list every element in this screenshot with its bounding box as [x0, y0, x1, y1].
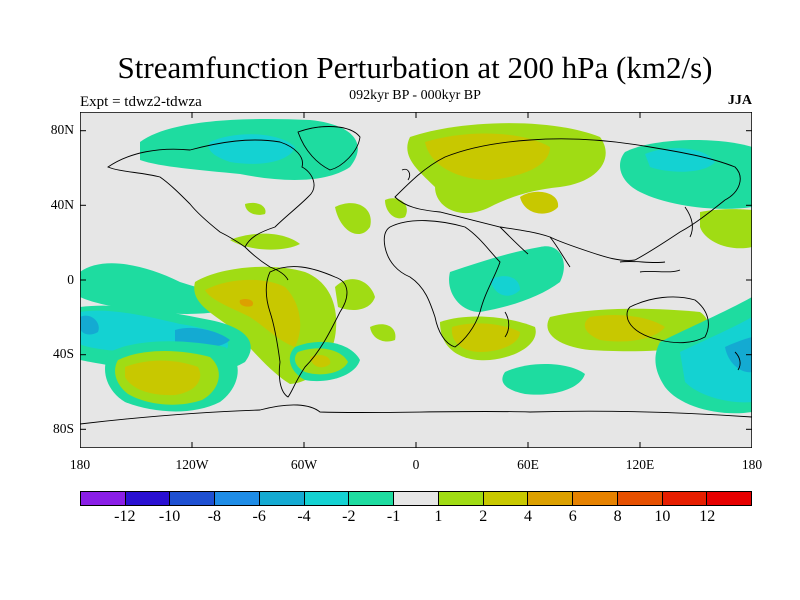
contour-region [310, 354, 331, 368]
colorbar-swatch [304, 492, 350, 505]
experiment-label: Expt = tdwz2-tdwza [80, 94, 202, 110]
contour-region [451, 323, 520, 352]
colorbar-label: -2 [342, 508, 356, 525]
axis-ticks [80, 112, 752, 448]
contour-region [645, 148, 715, 172]
lon-tick-label: 180 [741, 457, 763, 472]
contour-region [490, 276, 520, 296]
lon-tick-label: 120W [175, 457, 209, 472]
contour-region [230, 233, 300, 250]
colorbar-swatch [707, 492, 752, 505]
lat-tick-label: 80N [50, 122, 74, 137]
contour-region [245, 202, 266, 215]
contour-region [680, 317, 752, 403]
colorbar-swatch [215, 492, 260, 505]
lat-tick-label: 40S [52, 346, 74, 361]
colorbar-swatch [349, 492, 395, 505]
contour-region [205, 279, 301, 347]
colorbar-label: 1 [434, 508, 443, 525]
lat-tick-label: 40N [50, 197, 74, 212]
map-canvas [80, 112, 752, 448]
time-range-subtitle: 092kyr BP - 000kyr BP [349, 88, 481, 103]
contour-region [425, 133, 550, 180]
colorbar-label: 10 [654, 508, 671, 525]
contour-map [80, 112, 752, 448]
colorbar-label: -10 [158, 508, 181, 525]
lat-tick-label: 0 [67, 272, 74, 287]
contour-fields [80, 119, 752, 414]
colorbar [80, 491, 752, 506]
colorbar-swatch [528, 492, 574, 505]
contour-region [80, 315, 99, 335]
colorbar-swatch [81, 492, 126, 505]
lon-tick-label: 0 [412, 457, 420, 472]
colorbar-label: -4 [297, 508, 311, 525]
colorbar-label: 2 [479, 508, 488, 525]
colorbar-label: -1 [386, 508, 401, 525]
colorbar-swatch [662, 492, 708, 505]
colorbar-swatch [259, 492, 305, 505]
lon-tick-label: 120E [625, 457, 655, 472]
colorbar-swatch [125, 492, 171, 505]
colorbar-swatch [170, 492, 216, 505]
colorbar-swatch [438, 492, 484, 505]
contour-region [370, 324, 396, 342]
contour-region [335, 203, 371, 235]
season-label: JJA [727, 93, 752, 108]
lon-tick-label: 60E [517, 457, 539, 472]
colorbar-swatch [483, 492, 529, 505]
lon-tick-label: 180 [69, 457, 91, 472]
lon-tick-label: 60W [290, 457, 318, 472]
colorbar-label: 6 [568, 508, 577, 525]
coastlines [80, 126, 752, 425]
contour-region [520, 191, 559, 214]
contour-region [700, 209, 752, 249]
colorbar-label: -8 [207, 508, 222, 525]
colorbar-swatch [573, 492, 618, 505]
contour-region [725, 337, 752, 373]
colorbar-label: 4 [524, 508, 532, 525]
colorbar-label: 8 [613, 508, 622, 525]
contour-region [125, 360, 201, 396]
colorbar-label: -6 [252, 508, 266, 525]
colorbar-swatch [617, 492, 663, 505]
contour-region [502, 363, 585, 395]
lat-tick-label: 80S [52, 421, 74, 436]
colorbar-label: -12 [114, 508, 136, 525]
contour-region [239, 298, 254, 307]
plot-title: Streamfunction Perturbation at 200 hPa (… [117, 50, 713, 85]
contour-region [385, 198, 407, 219]
colorbar-swatch [394, 492, 439, 505]
colorbar-label: 12 [699, 508, 716, 525]
